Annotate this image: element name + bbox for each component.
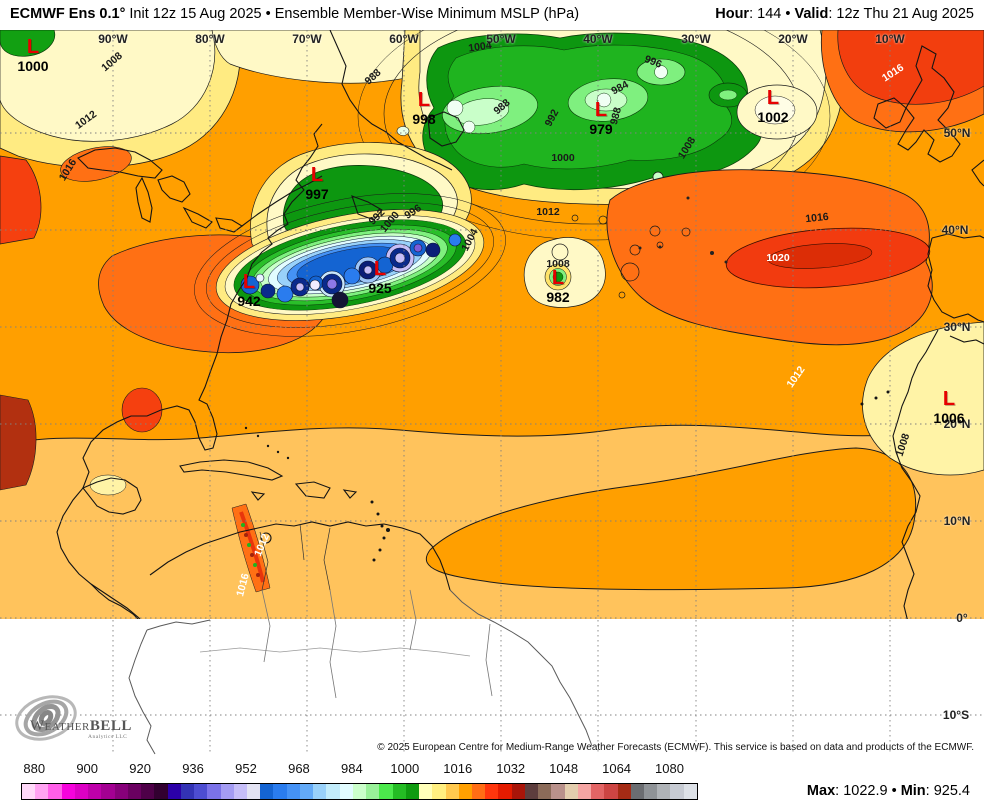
colorbar-cell [207, 784, 221, 799]
colorbar-cell [524, 784, 539, 799]
title-rest: Init 12z 15 Aug 2025 • Ensemble Member-W… [125, 6, 580, 22]
colorbar-cell [74, 784, 89, 799]
weatherbell-spiral-icon [15, 695, 77, 741]
colorbar-tick-label: 1032 [496, 761, 526, 776]
colorbar-cell [604, 784, 618, 799]
colorbar-cell [114, 784, 128, 799]
colorbar-cell [591, 784, 605, 799]
colorbar-cell [246, 784, 261, 799]
colorbar-tick-label: 1016 [443, 761, 473, 776]
colorbar-tick-label: 1064 [602, 761, 632, 776]
colorbar-tick-label: 920 [129, 761, 151, 776]
colorbar-cell [419, 784, 433, 799]
colorbar-cell [538, 784, 552, 799]
colorbar-cell [180, 784, 195, 799]
colorbar-tick-label: 952 [235, 761, 257, 776]
colorbar [21, 783, 698, 800]
colorbar-tick-label: 1000 [390, 761, 420, 776]
colorbar-cell [88, 784, 102, 799]
colorbar-cell [141, 784, 155, 799]
header-bar: ECMWF Ens 0.1° Init 12z 15 Aug 2025 • En… [0, 0, 984, 30]
colorbar-cell [273, 784, 287, 799]
colorbar-cell [260, 784, 274, 799]
colorbar-tick-label: 1048 [549, 761, 579, 776]
colorbar-cell [511, 784, 525, 799]
colorbar-cell [683, 784, 697, 799]
colorbar-cell [61, 784, 75, 799]
weatherbell-subtitle: Analytics LLC [88, 734, 128, 740]
min-value: : 925.4 [925, 783, 970, 799]
colorbar-legend: 880 900 920 936 952 968 984 1000 1016 1032 1048 106… [0, 755, 984, 808]
colorbar-cell [458, 784, 472, 799]
colorbar-cell [564, 784, 578, 799]
colorbar-cell [670, 784, 684, 799]
map-canvas[interactable]: 90°W 80°W 70°W 60°W 50°W 40°W 30°W 20°W 10°W 50°N… [0, 30, 984, 755]
valid-value: : 12z Thu 21 Aug 2025 [828, 6, 974, 22]
colorbar-cell [471, 784, 486, 799]
colorbar-cell [577, 784, 592, 799]
colorbar-cell [445, 784, 459, 799]
colorbar-cell [405, 784, 420, 799]
colorbar-cell [167, 784, 181, 799]
colorbar-cell [286, 784, 300, 799]
valid-label: Valid [794, 6, 829, 22]
colorbar-cell [379, 784, 393, 799]
colorbar-cell [22, 784, 36, 799]
max-label: Max [806, 783, 836, 799]
colorbar-tick-label: 936 [182, 761, 204, 776]
colorbar-cell [432, 784, 446, 799]
colorbar-tick-label: 880 [23, 761, 46, 776]
colorbar-cell [485, 784, 499, 799]
colorbar-cell [498, 784, 512, 799]
colorbar-cell [644, 784, 658, 799]
max-value: : 1022.9 • [835, 783, 901, 799]
colorbar-cell [617, 784, 631, 799]
min-label: Min [900, 783, 926, 799]
model-name: ECMWF Ens 0.1° [10, 6, 126, 22]
colorbar-cell [313, 784, 327, 799]
colorbar-ticks: 880 900 920 936 952 968 984 1000 1016 1032 1048 106… [21, 761, 696, 777]
map-title: ECMWF Ens 0.1° Init 12z 15 Aug 2025 • En… [10, 6, 579, 22]
copyright-text: © 2025 European Centre for Medium-Range … [377, 742, 974, 753]
colorbar-cell [35, 784, 49, 799]
colorbar-cell [233, 784, 247, 799]
colorbar-cell [630, 784, 645, 799]
colorbar-cell [154, 784, 168, 799]
valid-time: Hour: 144 • Valid: 12z Thu 21 Aug 2025 [715, 6, 974, 22]
hour-value: : 144 • [749, 6, 795, 22]
colorbar-cell [339, 784, 353, 799]
colorbar-tick-label: 968 [288, 761, 310, 776]
colorbar-cell [366, 784, 380, 799]
max-min-readout: Max: 1022.9 • Min: 925.4 [807, 783, 970, 799]
colorbar-cell [220, 784, 234, 799]
weatherbell-wordmark: WeatherBELL [30, 718, 132, 734]
colorbar-cell [48, 784, 62, 799]
hour-label: Hour [715, 6, 750, 22]
colorbar-cell [299, 784, 314, 799]
colorbar-cell [352, 784, 367, 799]
colorbar-tick-label: 984 [341, 761, 363, 776]
colorbar-cell [657, 784, 671, 799]
weatherbell-logo: WeatherBELL Analytics LLC [12, 690, 172, 748]
colorbar-cell [326, 784, 340, 799]
colorbar-tick-label: 1080 [655, 761, 684, 776]
colorbar-cell [127, 784, 142, 799]
mslp-map [0, 30, 984, 755]
colorbar-cell [101, 784, 115, 799]
colorbar-cell [392, 784, 406, 799]
colorbar-cell [194, 784, 208, 799]
colorbar-cell [551, 784, 565, 799]
colorbar-tick-label: 900 [76, 761, 99, 776]
